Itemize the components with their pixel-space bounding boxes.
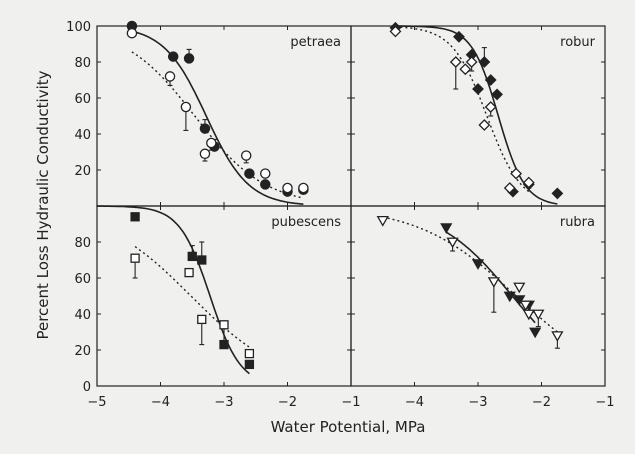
data-point [389, 25, 402, 38]
series-open-circle [126, 27, 309, 199]
panel-rubra: rubra [350, 205, 606, 387]
fit-curve [395, 26, 530, 193]
y-tick-label: 80 [74, 56, 91, 71]
fit-curve [131, 30, 304, 205]
data-point [167, 51, 179, 62]
x-tick-label: −2 [278, 395, 297, 410]
panel-petraea: 100 80 60 40 20 petraea [66, 20, 352, 207]
data-point [440, 223, 453, 234]
y-tick-label: 100 [66, 20, 91, 35]
data-point [503, 291, 516, 303]
data-point [478, 119, 491, 131]
y-tick-label: 80 [74, 236, 91, 251]
data-point [510, 167, 523, 180]
data-point [519, 300, 532, 312]
data-point [551, 187, 564, 200]
data-point [513, 282, 526, 294]
panel-label: robur [560, 35, 596, 50]
data-point [164, 71, 176, 82]
data-point [183, 53, 195, 64]
data-point [522, 176, 535, 189]
x-tick-label: −4 [405, 395, 424, 410]
data-point [449, 56, 462, 68]
fit-curve [382, 216, 558, 333]
series-open-diamond [389, 25, 535, 194]
data-point [219, 320, 229, 330]
series-open-triangle [376, 215, 564, 349]
y-tick-label: 60 [74, 272, 91, 287]
data-point [491, 88, 503, 101]
data-point [484, 101, 497, 113]
data-point [126, 27, 138, 39]
plot-area: 100 80 60 40 20 petraea robur 80 60 40 20 0 pubescen… [66, 20, 614, 410]
data-point [187, 251, 197, 262]
data-point [478, 56, 491, 68]
panel-robur: robur [350, 21, 606, 207]
y-tick-label: 60 [74, 92, 91, 107]
data-point [446, 237, 459, 249]
panel-label: pubescens [271, 215, 341, 230]
x-tick-label: −4 [151, 395, 170, 410]
data-point [244, 359, 255, 370]
x-tick-label: −2 [532, 395, 551, 410]
data-point [487, 277, 500, 288]
data-point [503, 182, 516, 194]
data-point [197, 255, 207, 265]
x-tick-label: −5 [87, 395, 106, 410]
x-tick-label: −3 [468, 395, 487, 410]
y-tick-label: 0 [83, 380, 91, 395]
y-tick-label: 40 [74, 128, 91, 143]
series-filled-diamond [389, 21, 564, 205]
x-tick-label: −3 [214, 395, 233, 410]
data-point [522, 309, 535, 321]
y-tick-label: 20 [74, 164, 91, 179]
data-point [244, 348, 255, 359]
fit-curve [445, 231, 536, 324]
y-tick-label: 20 [74, 344, 91, 359]
panel-label: rubra [560, 215, 595, 230]
data-point [298, 182, 309, 194]
data-point [197, 314, 207, 325]
data-point [240, 150, 252, 161]
data-point [513, 295, 526, 306]
data-point [484, 74, 497, 86]
data-point [529, 327, 542, 339]
data-point [282, 182, 293, 194]
y-tick-label: 40 [74, 308, 91, 323]
x-tick-label: −1 [341, 395, 360, 410]
data-point [260, 168, 271, 179]
data-point [130, 253, 140, 263]
panel-pubescens: 80 60 40 20 0 pubescens [74, 205, 352, 395]
data-point [532, 309, 545, 321]
fit-curve [134, 246, 250, 348]
data-point [184, 267, 194, 278]
data-point [459, 63, 472, 76]
panel-label: petraea [290, 35, 341, 50]
x-tick-label: −1 [595, 395, 614, 410]
data-point [465, 56, 478, 68]
y-axis-label: Percent Loss Hydraulic Conductivity [34, 70, 52, 339]
x-axis-label: Water Potential, MPa [271, 418, 426, 436]
fit-curve [131, 51, 304, 199]
data-point [260, 179, 271, 190]
data-point [551, 331, 564, 342]
series-open-square [130, 246, 255, 359]
data-point [130, 212, 140, 222]
data-point [376, 215, 389, 227]
data-point [199, 148, 211, 160]
data-point [180, 101, 192, 113]
data-point [206, 137, 217, 149]
data-point [453, 30, 465, 43]
data-point [471, 259, 485, 270]
